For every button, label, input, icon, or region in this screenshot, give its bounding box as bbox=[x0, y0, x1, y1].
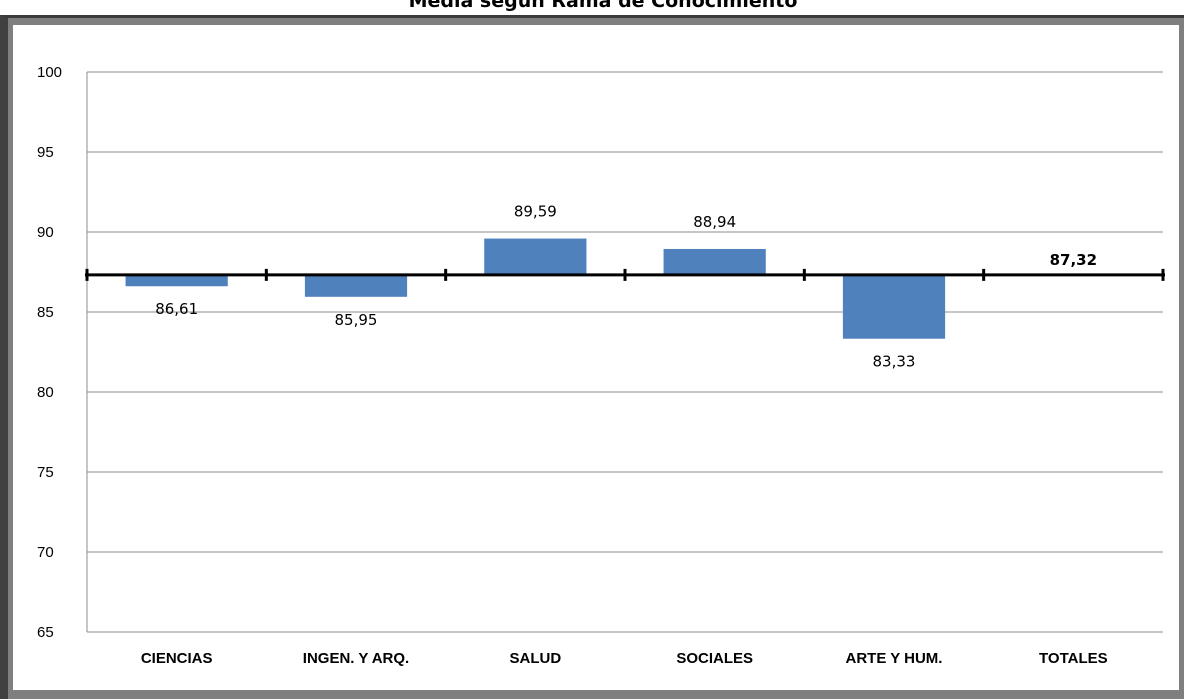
y-tick-label: 80 bbox=[37, 384, 54, 401]
y-tick-label: 70 bbox=[37, 544, 54, 561]
bar-chart: 65 70 75 80 85 90 95 100 86,61 85,95 89,59 88,94 83,… bbox=[37, 64, 1165, 667]
y-tick-label: 95 bbox=[37, 144, 54, 161]
data-label: 85,95 bbox=[335, 311, 378, 329]
y-tick-label: 85 bbox=[37, 304, 54, 321]
y-tick-label: 75 bbox=[37, 464, 54, 481]
x-category-label: INGEN. Y ARQ. bbox=[303, 650, 409, 667]
y-tick-label: 65 bbox=[37, 624, 54, 641]
chart-area: 65 70 75 80 85 90 95 100 86,61 85,95 89,59 88,94 83,… bbox=[13, 25, 1179, 690]
x-category-label: ARTE Y HUM. bbox=[846, 650, 943, 667]
x-category-label: SOCIALES bbox=[676, 650, 753, 667]
x-category-label: CIENCIAS bbox=[141, 650, 213, 667]
data-label: 87,32 bbox=[1050, 251, 1097, 269]
data-label: 89,59 bbox=[514, 203, 557, 221]
x-category-label: SALUD bbox=[509, 650, 561, 667]
data-label: 88,94 bbox=[693, 213, 736, 231]
data-label: 83,33 bbox=[873, 353, 916, 371]
data-label: 86,61 bbox=[155, 300, 198, 318]
y-tick-label: 100 bbox=[37, 64, 62, 81]
bar bbox=[304, 274, 408, 297]
x-category-label: TOTALES bbox=[1039, 650, 1108, 667]
bar bbox=[125, 274, 228, 287]
bar bbox=[842, 274, 946, 339]
bar bbox=[484, 238, 587, 275]
bar bbox=[663, 248, 766, 275]
chart-frame: 65 70 75 80 85 90 95 100 86,61 85,95 89,59 88,94 83,… bbox=[0, 15, 1184, 699]
y-tick-label: 90 bbox=[37, 224, 54, 241]
chart-title: Media según Rama de Conocimiento bbox=[408, 0, 798, 12]
